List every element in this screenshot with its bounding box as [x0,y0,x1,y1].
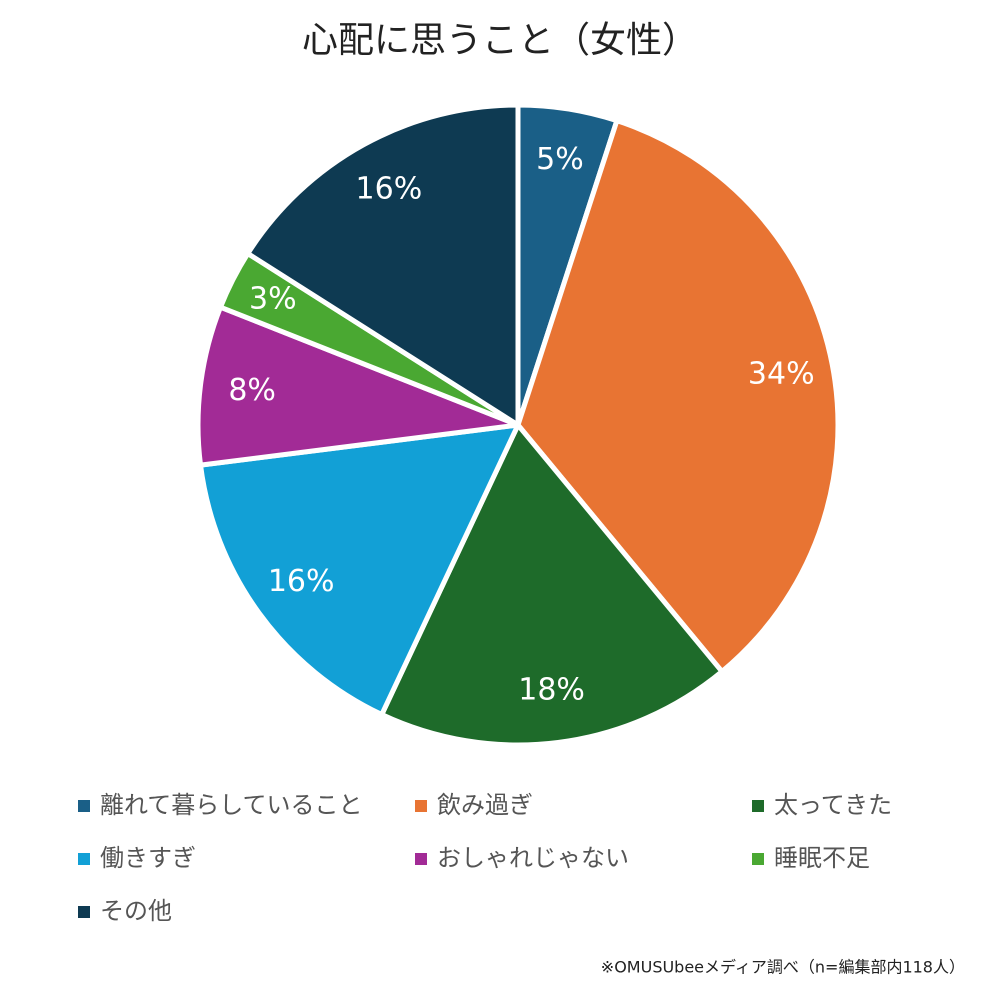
data-label: 5% [536,142,584,177]
pie-slice [245,102,521,428]
legend-marker [415,800,427,812]
legend-marker [752,853,764,865]
legend-label: 働きすぎ [100,844,196,872]
pie-slice [195,304,521,468]
legend-label: 太ってきた [774,791,892,819]
data-label: 34% [748,356,815,391]
data-label: 16% [356,172,423,207]
legend-label: その他 [100,897,172,925]
legend-label: おしゃれじゃない [437,844,629,872]
legend-marker [752,800,764,812]
data-label: 8% [228,373,276,408]
data-label: 18% [518,672,585,707]
footnote: ※OMUSUbeeメディア調べ（n=編集部内118人） [601,958,965,977]
legend-marker [78,906,90,918]
pie-slice [379,422,725,748]
chart-title: 心配に思うこと（女性） [302,20,698,61]
legend-marker [415,853,427,865]
legend-label: 飲み過ぎ [437,791,533,819]
pie-slice [198,422,521,718]
data-label: 3% [249,282,297,317]
data-label: 16% [268,564,335,599]
legend-label: 離れて暮らしていること [100,791,363,819]
legend-marker [78,853,90,865]
pie-slice [515,118,841,675]
legend-label: 睡眠不足 [774,844,870,872]
legend-marker [78,800,90,812]
